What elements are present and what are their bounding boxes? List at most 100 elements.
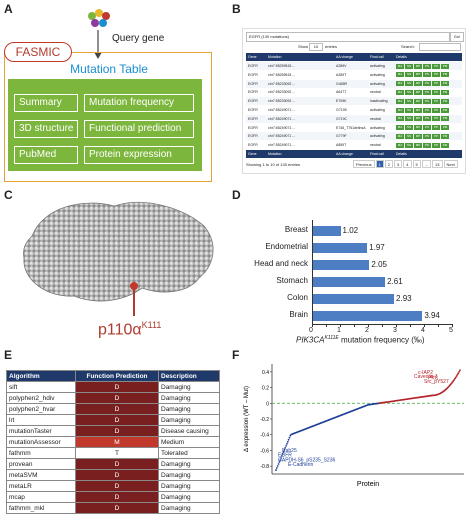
entries-select[interactable]: 10 [309, 43, 323, 51]
detail-tag-button[interactable]: PS [423, 125, 431, 131]
bar [312, 226, 341, 236]
col-mutation[interactable]: Mutation [268, 55, 282, 59]
detail-tag-button[interactable]: MP [414, 133, 422, 139]
detail-tag-button[interactable]: PM [441, 133, 449, 139]
detail-tag-button[interactable]: MA [396, 125, 404, 131]
detail-tag-button[interactable]: MA [396, 63, 404, 69]
table-cell: activating [370, 125, 385, 130]
detail-tag-button[interactable]: SS [405, 133, 413, 139]
detail-tag-button[interactable]: SS [405, 107, 413, 113]
detail-tag-button[interactable]: PM [441, 81, 449, 87]
page-link[interactable]: Previous [353, 160, 375, 168]
table-search-input[interactable] [419, 43, 461, 51]
detail-tag-button[interactable]: MP [414, 98, 422, 104]
detail-tag-button[interactable]: PM [441, 89, 449, 95]
detail-tag-button[interactable]: MA [396, 142, 404, 148]
detail-tag-button[interactable]: PP [432, 89, 440, 95]
detail-tag-button[interactable]: MP [414, 125, 422, 131]
detail-tag-button[interactable]: MP [414, 107, 422, 113]
detail-tag-button[interactable]: MA [396, 72, 404, 78]
detail-tag-button[interactable]: PP [432, 98, 440, 104]
detail-tag-button[interactable]: PS [423, 89, 431, 95]
page-link[interactable]: 13 [432, 160, 443, 168]
page-link[interactable]: 4 [403, 160, 412, 168]
detail-tag-button[interactable]: MP [414, 81, 422, 87]
page-link[interactable]: 3 [394, 160, 403, 168]
go-button[interactable]: Go! [450, 32, 464, 42]
detail-tag-button[interactable]: PS [423, 63, 431, 69]
detail-tag-button[interactable]: MP [414, 142, 422, 148]
page-link[interactable]: 1 [375, 160, 384, 168]
detail-tag-button[interactable]: PP [432, 142, 440, 148]
x-title-sup: K111E [324, 335, 339, 341]
detail-tag-button[interactable]: SS [405, 63, 413, 69]
detail-tag-button[interactable]: PS [423, 72, 431, 78]
detail-tag-button[interactable]: SS [405, 72, 413, 78]
detail-tag-button[interactable]: MA [396, 133, 404, 139]
table-row[interactable]: EGFR chr7:55249071 ... G779F activating MA SS… [246, 132, 462, 141]
detail-tag-button[interactable]: PS [423, 116, 431, 122]
table-row[interactable]: EGFR chr7:55233092 ... G465R activating MA SS… [246, 79, 462, 88]
detail-tag-button[interactable]: SS [405, 98, 413, 104]
mutation-frequency-button[interactable]: Mutation frequency [84, 94, 194, 112]
table-cell: chr7:55249071 ... [268, 116, 296, 121]
col-final-call[interactable]: Final call [370, 55, 384, 59]
col-aa-change[interactable]: AA change [336, 55, 353, 59]
detail-tag-button[interactable]: SS [405, 116, 413, 122]
functional-prediction-button[interactable]: Functional prediction [84, 120, 194, 138]
detail-tag-button[interactable]: PM [441, 63, 449, 69]
page-link[interactable]: 5 [412, 160, 421, 168]
detail-tag-button[interactable]: MA [396, 98, 404, 104]
page-link[interactable]: Next [443, 160, 458, 168]
detail-tag-button[interactable]: SS [405, 81, 413, 87]
detail-tag-button[interactable]: PP [432, 72, 440, 78]
table-row[interactable]: EGFR chr7:55259515 ... A289V activating MA SS… [246, 62, 462, 70]
pubmed-button[interactable]: PubMed [14, 146, 78, 164]
detail-tag-button[interactable]: SS [405, 89, 413, 95]
col-gene[interactable]: Gene [248, 55, 257, 59]
prediction-cell: D [75, 392, 159, 404]
page-link[interactable]: ... [421, 160, 432, 168]
detail-tag-button[interactable]: PM [441, 72, 449, 78]
detail-tag-button[interactable]: SS [405, 125, 413, 131]
detail-tag-button[interactable]: PM [441, 107, 449, 113]
detail-tag-button[interactable]: PM [441, 142, 449, 148]
detail-tag-button[interactable]: PP [432, 125, 440, 131]
table-row[interactable]: EGFR chr7:55249071 ... G719S activating MA SS… [246, 106, 462, 114]
detail-tag-button[interactable]: PS [423, 133, 431, 139]
detail-tag-button[interactable]: PP [432, 116, 440, 122]
detail-tag-button[interactable]: PP [432, 107, 440, 113]
table-row[interactable]: EGFR chr7:55233092 ... A647T neutral MA SS MP P… [246, 88, 462, 97]
page-link[interactable]: 2 [384, 160, 394, 168]
detail-tag-button[interactable]: MA [396, 107, 404, 113]
table-row[interactable]: EGFR chr7:55249071 ... A859T neutral MA SS MP P… [246, 141, 462, 150]
summary-button[interactable]: Summary [14, 94, 78, 112]
3d-structure-button[interactable]: 3D structure [14, 120, 78, 138]
detail-tag-button[interactable]: MP [414, 116, 422, 122]
detail-tag-button[interactable]: MP [414, 89, 422, 95]
detail-tag-button[interactable]: PS [423, 142, 431, 148]
detail-tag-button[interactable]: PS [423, 98, 431, 104]
detail-tag-button[interactable]: PS [423, 107, 431, 113]
detail-tag-button[interactable]: MA [396, 81, 404, 87]
table-row[interactable]: EGFR chr7:55249071 ... G719C neutral MA SS MP P… [246, 114, 462, 123]
detail-tag-button[interactable]: PP [432, 81, 440, 87]
protein-expression-button[interactable]: Protein expression [84, 146, 194, 164]
detail-tag-button[interactable]: MA [396, 89, 404, 95]
detail-tag-button[interactable]: PM [441, 98, 449, 104]
detail-tag-button[interactable]: PP [432, 133, 440, 139]
table-row[interactable]: EGFR chr7:55233092 ... E709K inactivating MA… [246, 97, 462, 106]
detail-tag-button[interactable]: MP [414, 72, 422, 78]
detail-tags: MA SS MP PS PP PM [396, 115, 450, 123]
table-row[interactable]: EGFR chr7:55249071 ... E746_T751delinsA act… [246, 123, 462, 132]
detail-tag-button[interactable]: MA [396, 116, 404, 122]
detail-tag-button[interactable]: PM [441, 116, 449, 122]
table-row[interactable]: EGFR chr7:55259515 ... A289T activating MA SS… [246, 70, 462, 79]
detail-tag-button[interactable]: PM [441, 125, 449, 131]
detail-tag-button[interactable]: MP [414, 63, 422, 69]
detail-tag-button[interactable]: PP [432, 63, 440, 69]
detail-tag-button[interactable]: SS [405, 142, 413, 148]
bar [312, 294, 395, 304]
gene-search-input[interactable]: EGFR (130 mutations) [246, 32, 450, 42]
detail-tag-button[interactable]: PS [423, 81, 431, 87]
